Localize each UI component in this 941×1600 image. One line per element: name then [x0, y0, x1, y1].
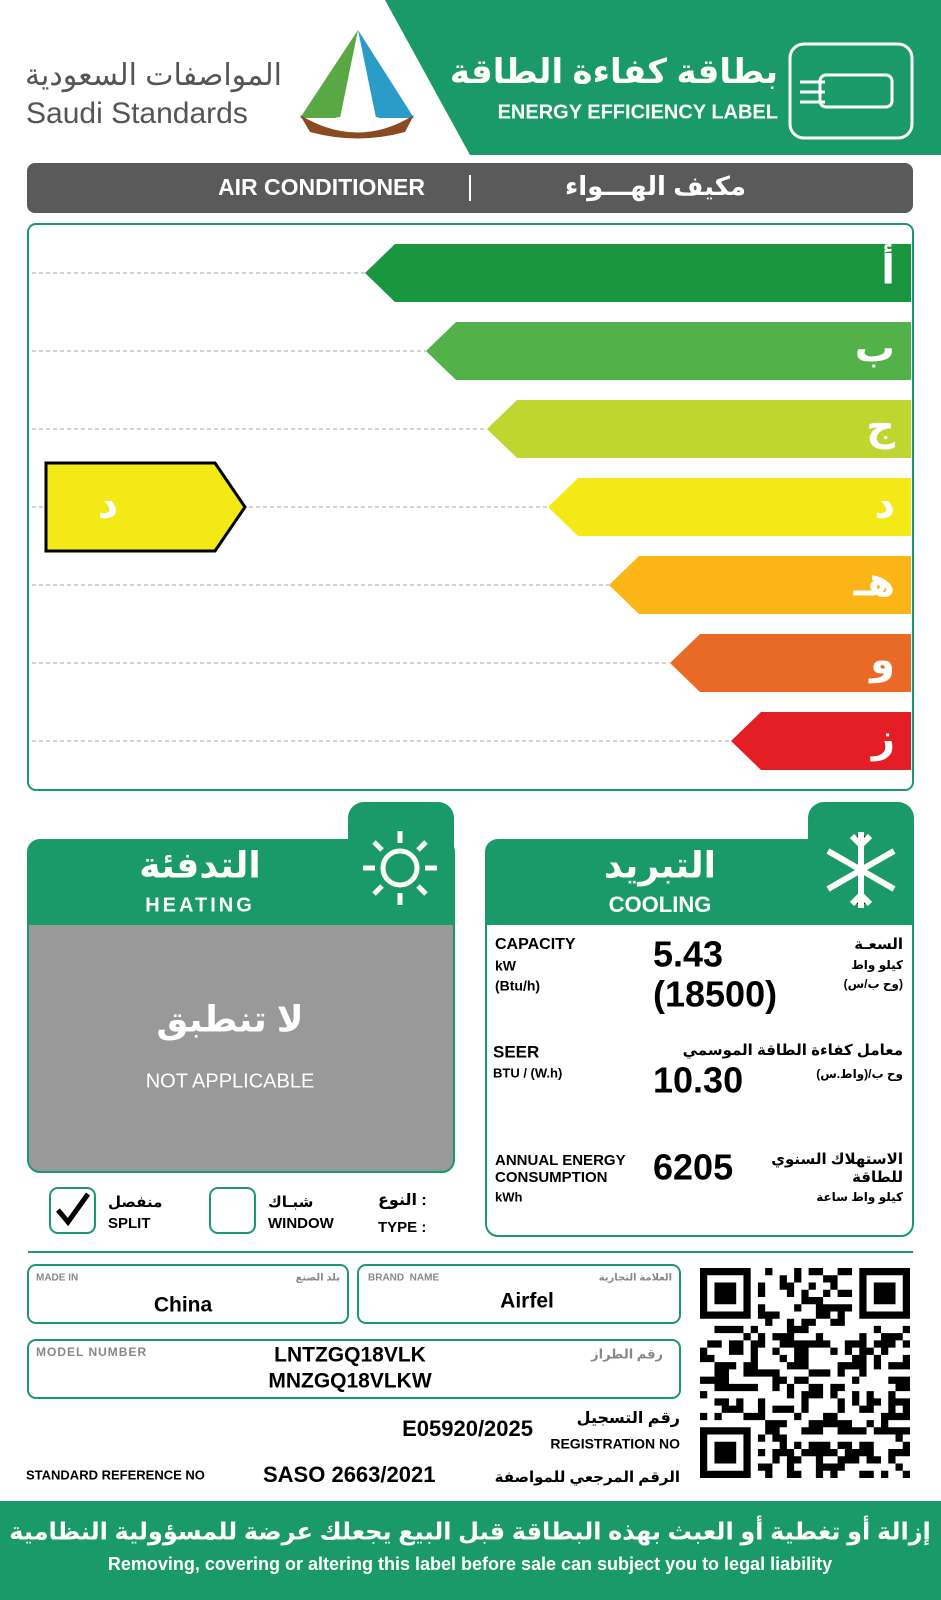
- class-letter: ب: [855, 327, 895, 371]
- heating-ar: التدفئة: [139, 845, 260, 886]
- capacity-en: CAPACITY: [495, 936, 576, 953]
- logo-en: Saudi Standards: [26, 97, 248, 130]
- model-ar: رقم الطراز: [590, 1346, 663, 1361]
- standard-ar: الرقم المرجعي للمواصفة: [495, 1469, 680, 1486]
- class-letter: و: [868, 639, 895, 684]
- standard-value: SASO 2663/2021: [263, 1462, 435, 1487]
- registration-ar: رقم التسجيل: [577, 1410, 680, 1427]
- rating-arrow: [44, 461, 247, 553]
- class-arrow: [670, 634, 911, 692]
- product-ar: مكيف الهـــواء: [565, 171, 746, 202]
- seer-unit-ar: وح ب/(واط.س): [816, 1067, 903, 1082]
- saso-logo-brown: [300, 115, 414, 139]
- capacity-ar: السعـة: [854, 936, 903, 953]
- model-en: MODEL NUMBER: [36, 1345, 147, 1359]
- seer-unit: BTU / (W.h): [493, 1065, 562, 1080]
- ac-icon: [788, 42, 914, 140]
- capacity-unit-ar: كيلو واط: [851, 958, 903, 973]
- seer-ar: معامل كفاءة الطاقة الموسمي: [683, 1042, 903, 1059]
- class-arrow: [365, 244, 911, 302]
- class-arrow: [487, 400, 911, 458]
- type-options: منفصل SPLIT شبـاك WINDOW: [49, 1187, 335, 1234]
- class-arrow: [731, 712, 911, 770]
- na-en: NOT APPLICABLE: [146, 1070, 315, 1092]
- saso-logo-green: [300, 30, 358, 118]
- header-band: [385, 0, 941, 155]
- cooling-header: [486, 840, 913, 925]
- registration-en: REGISTRATION NO: [550, 1436, 680, 1452]
- capacity-unit-ar: (وح ب/س): [844, 977, 903, 992]
- snowflake-icon: [826, 832, 896, 908]
- sun-icon: [363, 831, 437, 905]
- seer-en: SEER: [493, 1042, 539, 1061]
- type-en: TYPE :: [378, 1219, 426, 1236]
- annual-ar: للطاقة: [852, 1169, 903, 1186]
- logo-ar: المواصفات السعودية: [25, 59, 282, 92]
- capacity-unit: (Btu/h): [495, 978, 540, 994]
- title-ar: بطاقة كفاءة الطاقة: [450, 53, 778, 91]
- scale-frame: [27, 223, 914, 791]
- made-in-ar: بلد الصنع: [296, 1273, 340, 1284]
- annual-unit-ar: كيلو واط ساعة: [816, 1190, 903, 1205]
- heating-header: [28, 840, 454, 925]
- model-value: LNTZGQ18VLK: [274, 1344, 426, 1367]
- annual-ar: الاستهلاك السنوي: [771, 1151, 903, 1169]
- annual-unit: kWh: [495, 1189, 523, 1204]
- brand-ar: العلامة التجارية: [599, 1273, 672, 1284]
- class-arrow: [548, 478, 911, 536]
- capacity-value: 5.43: [653, 934, 723, 975]
- type-option-en: SPLIT: [108, 1215, 151, 1232]
- product-en: AIR CONDITIONER: [218, 174, 425, 200]
- saso-text: SASO: [334, 113, 382, 132]
- class-letter: ج: [866, 405, 895, 450]
- seer-value: 10.30: [653, 1060, 743, 1101]
- class-arrow: [426, 322, 911, 380]
- registration-value: E05920/2025: [402, 1416, 533, 1441]
- type-option-ar: منفصل: [108, 1194, 162, 1211]
- rating-letter: د: [98, 483, 119, 527]
- title-en: ENERGY EFFICIENCY LABEL: [498, 101, 778, 123]
- cooling-ar: التبريد: [604, 845, 716, 887]
- class-letter: ز: [870, 717, 895, 762]
- heating-en: HEATING: [145, 894, 255, 916]
- cooling-en: COOLING: [609, 892, 712, 917]
- footer-ar: إزالة أو تغطية أو العبث بهذه البطاقة قبل…: [9, 1515, 931, 1545]
- class-arrow: [609, 556, 911, 614]
- checkmark: [56, 1192, 91, 1227]
- type-ar: النوع :: [378, 1192, 427, 1209]
- footer-en: Removing, covering or altering this labe…: [108, 1554, 832, 1574]
- na-ar: لا تنطبق: [156, 999, 303, 1041]
- model-box: [27, 1339, 681, 1399]
- brand-value: Airfel: [500, 1290, 554, 1313]
- brand-box: [357, 1264, 681, 1324]
- ac-icon-flow: [800, 80, 825, 104]
- brand-en: BRAND NAME: [368, 1273, 439, 1284]
- footer-band: [0, 1501, 941, 1600]
- type-option-en: WINDOW: [268, 1215, 335, 1232]
- capacity-value: (18500): [653, 974, 777, 1015]
- annual-en: CONSUMPTION: [495, 1169, 608, 1186]
- made-in-box: [27, 1264, 349, 1324]
- made-in-value: China: [154, 1294, 213, 1317]
- class-letter: هـ: [853, 561, 895, 605]
- checkbox: [209, 1187, 256, 1234]
- capacity-unit: kW: [495, 958, 517, 974]
- model-value: MNZGQ18VLKW: [268, 1370, 432, 1393]
- saso-logo-blue: [358, 30, 414, 118]
- annual-value: 6205: [653, 1147, 733, 1188]
- type-option-ar: شبـاك: [268, 1194, 313, 1211]
- qr-code: [700, 1268, 910, 1478]
- made-in-en: MADE IN: [36, 1273, 78, 1284]
- standard-en: STANDARD REFERENCE NO: [26, 1467, 205, 1482]
- class-letter: د: [874, 483, 895, 527]
- class-letter: أ: [881, 244, 895, 293]
- annual-en: ANNUAL ENERGY: [495, 1152, 626, 1169]
